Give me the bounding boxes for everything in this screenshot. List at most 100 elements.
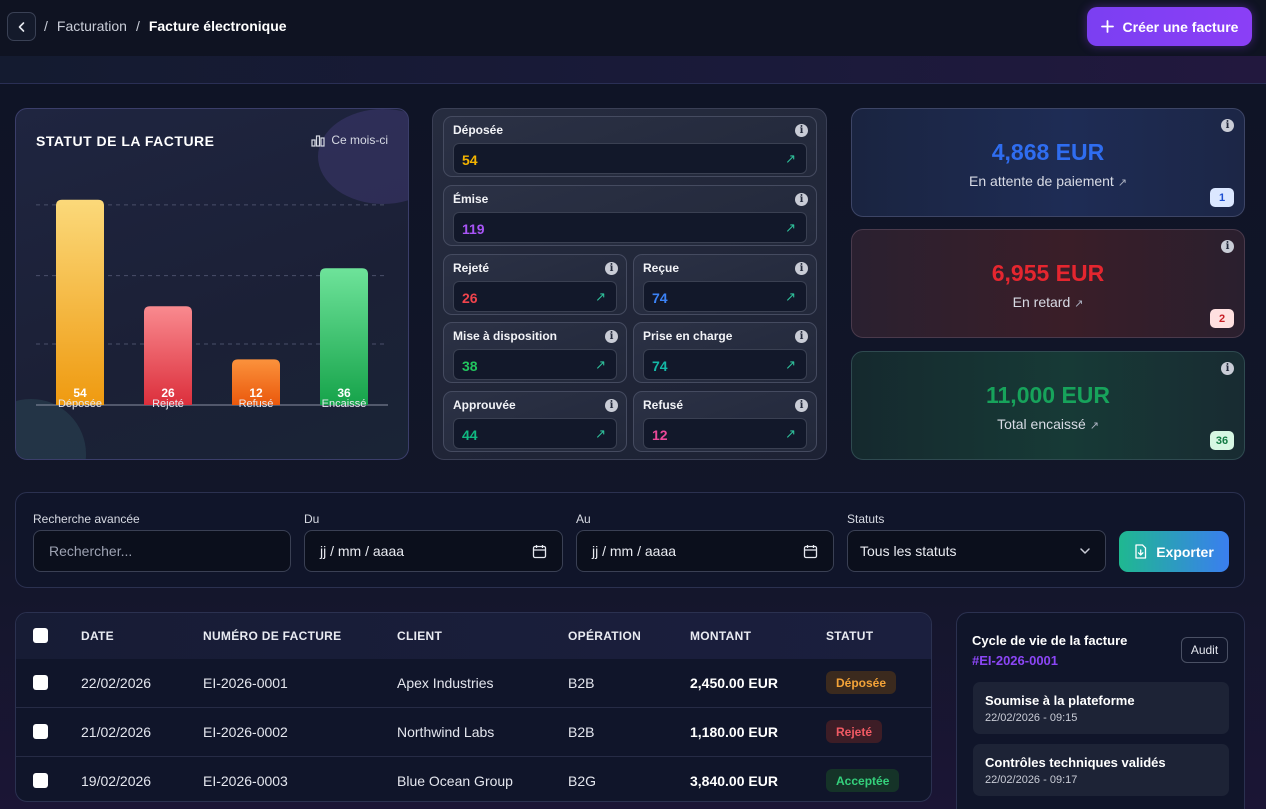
kpi-amount: 4,868 EUR (991, 139, 1105, 165)
lifecycle-invoice-id[interactable]: #EI-2026-0001 (972, 653, 1059, 668)
select-all-checkbox[interactable] (33, 628, 48, 643)
status-badge: Acceptée (826, 769, 900, 792)
info-icon[interactable]: i (795, 262, 808, 275)
status-card-deposee[interactable]: Déposée i 54 ↗ (443, 116, 817, 177)
date-from-input[interactable]: jj / mm / aaaa (304, 530, 563, 572)
chart-bar[interactable] (144, 306, 192, 405)
table-row[interactable]: 21/02/2026 EI-2026-0002 Northwind Labs B… (16, 708, 931, 757)
status-value-box: 44 ↗ (453, 418, 617, 449)
row-checkbox[interactable] (33, 773, 48, 788)
create-invoice-button[interactable]: Créer une facture (1087, 7, 1252, 46)
chart-bar[interactable] (320, 268, 368, 405)
kpi-label-text: En attente de paiement (969, 173, 1114, 189)
status-label: Rejeté (453, 261, 490, 275)
cell-invoice-number: EI-2026-0002 (203, 724, 288, 740)
info-icon[interactable]: i (795, 124, 808, 137)
chart-title: STATUT DE LA FACTURE (36, 133, 215, 149)
date-to-value: jj / mm / aaaa (592, 543, 677, 559)
audit-button[interactable]: Audit (1181, 637, 1228, 663)
breadcrumb-separator: / (44, 18, 48, 34)
info-icon[interactable]: i (795, 193, 808, 206)
status-select[interactable]: Tous les statuts (847, 530, 1106, 572)
period-label: Ce mois-ci (331, 133, 388, 147)
status-value-box: 74 ↗ (643, 281, 807, 312)
status-value-box: 38 ↗ (453, 349, 617, 380)
row-checkbox[interactable] (33, 675, 48, 690)
status-label: Refusé (643, 398, 684, 412)
info-icon[interactable]: i (605, 262, 618, 275)
column-header-client[interactable]: CLIENT (397, 629, 443, 643)
calendar-icon[interactable] (803, 544, 818, 559)
search-input[interactable]: Rechercher... (33, 530, 291, 572)
column-header-operation[interactable]: OPÉRATION (568, 629, 642, 643)
info-icon[interactable]: i (1221, 119, 1234, 132)
column-header-date[interactable]: DATE (81, 629, 114, 643)
lifecycle-title: Cycle de vie de la facture (972, 633, 1128, 648)
kpi-label: Total encaissé ↗ (852, 416, 1244, 432)
kpi-amount: 11,000 EUR (985, 382, 1111, 408)
kpi-label: En attente de paiement ↗ (852, 173, 1244, 189)
kpi-pending-payment[interactable]: i 4,868 EUR En attente de paiement ↗ 1 (851, 108, 1245, 217)
status-label: Prise en charge (643, 329, 733, 343)
chart-data-label: 26 (161, 386, 175, 400)
kpi-overdue[interactable]: i 6,955 EUR En retard ↗ 2 (851, 229, 1245, 338)
cell-amount: 1,180.00 EUR (690, 724, 778, 740)
column-header-status[interactable]: STATUT (826, 629, 874, 643)
breadcrumb-facturation[interactable]: Facturation (56, 18, 127, 34)
info-icon[interactable]: i (605, 399, 618, 412)
date-from-label: Du (304, 512, 320, 526)
status-select-value: Tous les statuts (860, 543, 957, 559)
cell-invoice-number: EI-2026-0001 (203, 675, 288, 691)
status-label: Approuvée (453, 398, 516, 412)
table-row[interactable]: 19/02/2026 EI-2026-0003 Blue Ocean Group… (16, 757, 931, 801)
status-card-mise-a-disposition[interactable]: Mise à disposition i 38 ↗ (443, 322, 627, 383)
row-checkbox[interactable] (33, 724, 48, 739)
cell-invoice-number: EI-2026-0003 (203, 773, 288, 789)
status-card-prise-en-charge[interactable]: Prise en charge i 74 ↗ (633, 322, 817, 383)
status-card-refuse[interactable]: Refusé i 12 ↗ (633, 391, 817, 452)
status-card-approuvee[interactable]: Approuvée i 44 ↗ (443, 391, 627, 452)
cell-date: 21/02/2026 (81, 724, 152, 740)
step-time: 22/02/2026 - 09:17 (985, 774, 1078, 786)
column-header-number[interactable]: NUMÉRO DE FACTURE (203, 629, 342, 643)
create-invoice-label: Créer une facture (1122, 18, 1239, 35)
status-label: Émise (453, 192, 489, 206)
info-icon[interactable]: i (605, 330, 618, 343)
chart-data-label: 36 (337, 386, 351, 400)
date-to-input[interactable]: jj / mm / aaaa (576, 530, 834, 572)
status-badge: Déposée (826, 671, 897, 694)
lifecycle-step: Soumise à la plateforme 22/02/2026 - 09:… (973, 682, 1229, 734)
chart-bar[interactable] (56, 199, 104, 405)
step-title: Soumise à la plateforme (985, 693, 1135, 708)
chart-category-label: Refusé (239, 398, 274, 410)
status-card-recue[interactable]: Reçue i 74 ↗ (633, 254, 817, 315)
column-header-amount[interactable]: MONTANT (690, 629, 752, 643)
kpi-label-text: En retard (1012, 294, 1071, 310)
info-icon[interactable]: i (1221, 362, 1234, 375)
cell-amount: 3,840.00 EUR (690, 773, 778, 789)
trend-up-icon: ↗ (785, 289, 796, 304)
chart-bar[interactable] (232, 359, 280, 405)
kpi-badge: 1 (1210, 188, 1234, 207)
info-icon[interactable]: i (795, 399, 808, 412)
trend-up-icon: ↗ (595, 357, 606, 372)
cell-operation: B2G (568, 773, 597, 789)
bar-chart-icon (311, 134, 325, 147)
external-link-icon: ↗ (1089, 420, 1099, 432)
status-card-rejete[interactable]: Rejeté i 26 ↗ (443, 254, 627, 315)
step-time: 22/02/2026 - 09:15 (985, 712, 1078, 724)
status-badge: Rejeté (826, 720, 883, 743)
export-button[interactable]: Exporter (1119, 531, 1229, 572)
kpi-badge: 2 (1210, 309, 1234, 328)
kpi-total-collected[interactable]: i 11,000 EUR Total encaissé ↗ 36 (851, 351, 1245, 460)
info-icon[interactable]: i (1221, 240, 1234, 253)
invoice-status-chart-card: 54 Déposée 26 Rejeté 12 Refusé 36 Encaissé STAT… (15, 108, 409, 460)
status-value: 119 (462, 221, 485, 237)
calendar-icon[interactable] (532, 544, 547, 559)
back-button[interactable] (7, 12, 36, 41)
table-row[interactable]: 22/02/2026 EI-2026-0001 Apex Industries … (16, 659, 931, 708)
info-icon[interactable]: i (795, 330, 808, 343)
period-selector[interactable]: Ce mois-ci (311, 133, 388, 147)
kpi-amount: 6,955 EUR (991, 260, 1105, 286)
status-card-emise[interactable]: Émise i 119 ↗ (443, 185, 817, 246)
